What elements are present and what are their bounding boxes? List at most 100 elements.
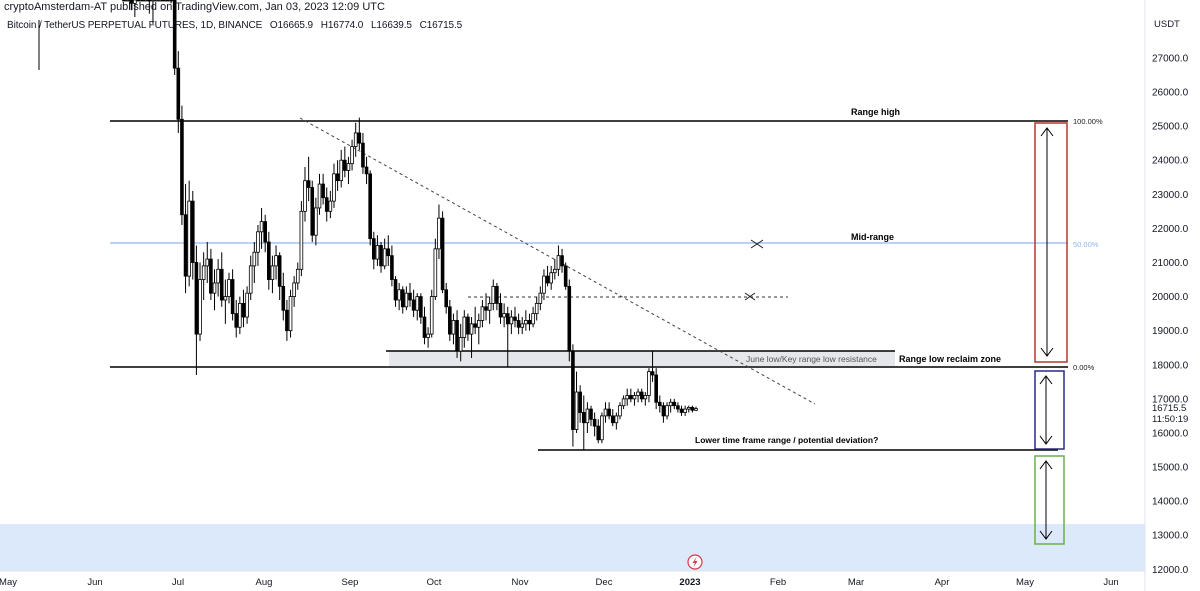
candle-body <box>397 289 401 301</box>
candle-body <box>205 258 210 267</box>
candle <box>346 156 351 185</box>
candle <box>252 242 257 283</box>
candle-body <box>227 279 231 297</box>
candle <box>581 395 586 450</box>
candle-body <box>281 285 286 311</box>
candle-body <box>455 320 459 352</box>
price-axis-currency: USDT <box>1154 19 1180 30</box>
candle-body <box>527 320 532 325</box>
candle-body <box>332 173 336 202</box>
candle-body <box>353 132 358 147</box>
candle <box>295 262 300 290</box>
candle-body <box>248 265 253 294</box>
candle-body <box>694 408 698 411</box>
candle <box>361 132 365 174</box>
candle <box>404 286 409 311</box>
candle <box>676 402 680 413</box>
candle <box>683 405 687 416</box>
candle <box>364 156 369 185</box>
candle-body <box>657 401 662 407</box>
candle <box>661 402 666 423</box>
candle <box>632 392 637 406</box>
candle <box>531 306 535 328</box>
green-range-box <box>1034 455 1065 545</box>
candle-body <box>169 0 173 2</box>
candle-body <box>505 313 510 325</box>
candle-body <box>346 163 351 171</box>
candle-body <box>267 241 271 280</box>
candle <box>176 51 181 133</box>
candle-body <box>690 406 695 411</box>
price-tick-label: 23000.0 <box>1152 190 1189 201</box>
candle-body <box>361 142 365 168</box>
candle-body <box>625 395 630 400</box>
candle <box>487 296 492 324</box>
reclaim-zone-box <box>389 351 895 366</box>
candle <box>553 259 557 280</box>
candle <box>455 310 459 358</box>
candle-body <box>672 401 677 407</box>
candle <box>495 282 499 311</box>
candle-body <box>581 412 586 424</box>
candle <box>335 160 340 191</box>
candle-body <box>542 275 546 294</box>
candle-body <box>437 217 441 250</box>
candle <box>603 402 608 423</box>
candle-body <box>245 292 249 318</box>
candle <box>183 184 188 294</box>
candle <box>556 245 561 277</box>
candle-body <box>183 214 188 277</box>
candle-body <box>129 0 134 4</box>
candle <box>592 412 597 437</box>
candle <box>172 0 177 75</box>
mid-range-x-marker <box>750 239 764 249</box>
candle-body <box>451 320 456 335</box>
candle <box>274 245 278 280</box>
time-tick-label: Jun <box>1103 577 1118 588</box>
candle-body <box>462 316 467 338</box>
candle <box>285 299 289 341</box>
candle-body <box>574 391 579 430</box>
candle <box>216 259 220 297</box>
candle-body <box>390 255 394 280</box>
candle <box>328 190 333 219</box>
candle-body <box>553 268 557 274</box>
candle-body <box>444 289 449 308</box>
candle <box>426 327 430 348</box>
candle <box>596 419 601 444</box>
candle-body <box>411 299 416 311</box>
candle <box>639 388 644 403</box>
candle <box>306 156 311 202</box>
candle-body <box>516 320 521 328</box>
lightning-icon[interactable] <box>687 554 703 570</box>
time-tick-label: Jul <box>172 577 184 588</box>
publisher-header: cryptoAmsterdam-AT published on TradingV… <box>4 1 385 13</box>
candle-body <box>288 296 293 332</box>
candle-body <box>585 408 590 424</box>
candle <box>538 286 543 311</box>
candle <box>143 0 148 2</box>
candle <box>368 170 372 246</box>
candle-body <box>400 289 405 308</box>
candle-body <box>422 316 427 338</box>
candle <box>288 289 293 338</box>
candle-body <box>647 371 651 396</box>
candle <box>129 0 134 11</box>
candle-body <box>484 306 488 311</box>
candle-body <box>458 337 463 352</box>
candle <box>589 405 593 427</box>
candle <box>321 173 325 205</box>
candle <box>317 173 322 215</box>
candle <box>516 313 521 335</box>
candle <box>415 293 420 321</box>
candle-body <box>339 159 344 182</box>
candle-body <box>408 292 412 301</box>
candle-body <box>556 255 561 270</box>
bottom-highlight-band <box>0 524 1145 571</box>
candle-body <box>466 316 470 335</box>
candle <box>545 265 550 287</box>
candle <box>466 313 470 341</box>
candle <box>469 317 474 358</box>
candle <box>133 0 137 18</box>
